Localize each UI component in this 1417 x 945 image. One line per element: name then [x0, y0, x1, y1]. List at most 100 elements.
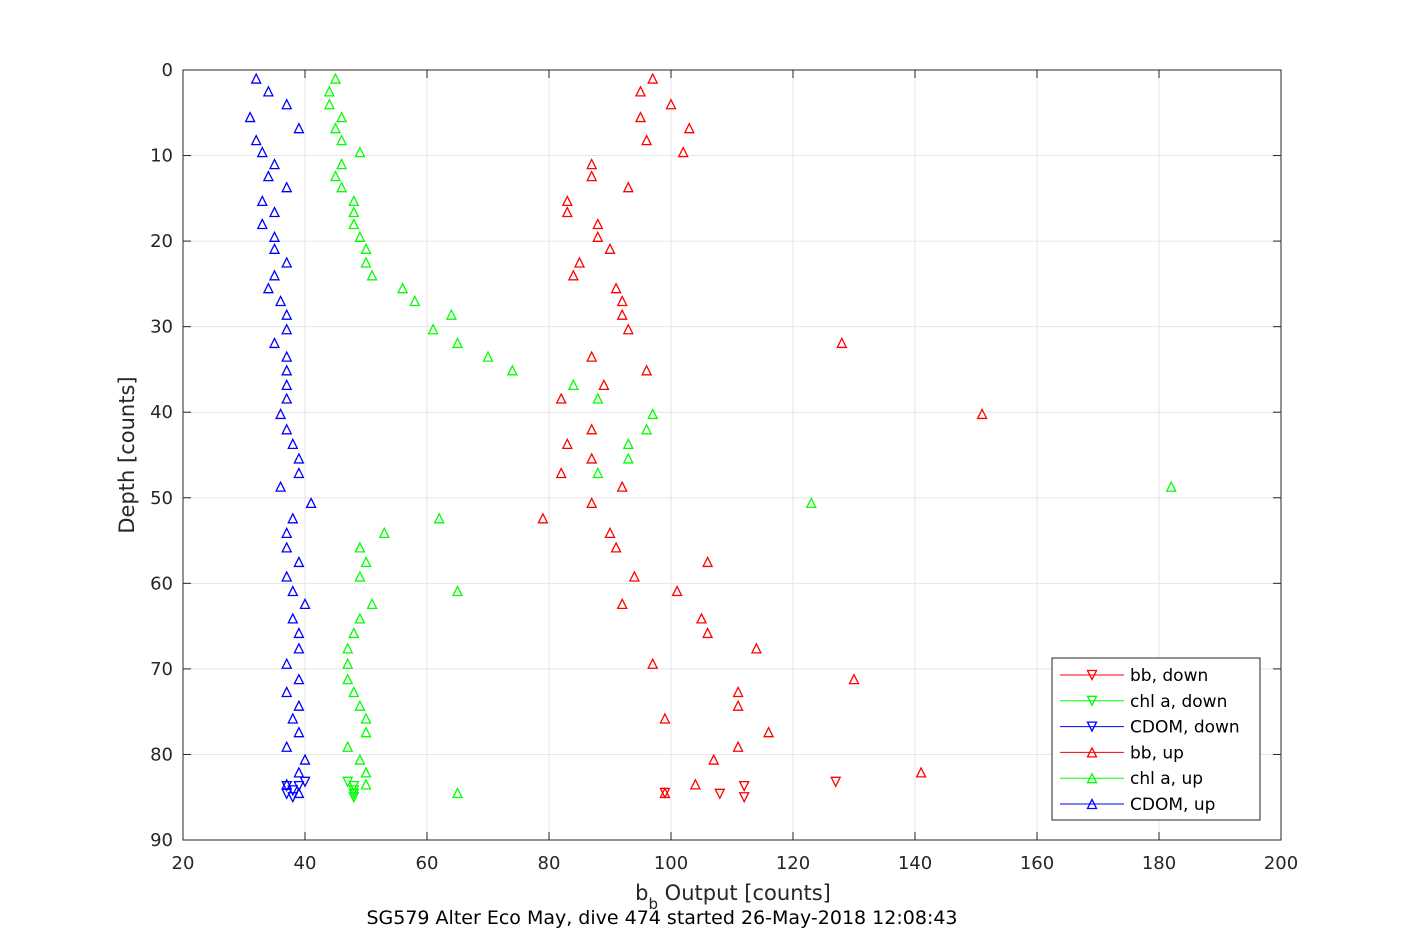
- data-point: [293, 673, 305, 685]
- data-point: [586, 496, 598, 509]
- data-point: [561, 437, 573, 450]
- y-tick-label: 40: [150, 402, 173, 423]
- data-point: [268, 269, 281, 281]
- data-point: [293, 627, 305, 639]
- y-tick-label: 70: [150, 659, 173, 680]
- data-point: [622, 323, 634, 335]
- data-point: [592, 218, 604, 230]
- legend-marker: [1086, 772, 1098, 784]
- data-point: [659, 786, 671, 799]
- x-tick-label: 100: [654, 853, 688, 874]
- data-point: [976, 407, 988, 420]
- data-point: [348, 788, 360, 800]
- legend-label: chl a, down: [1130, 692, 1227, 712]
- data-point: [354, 699, 366, 711]
- data-point: [348, 792, 360, 804]
- data-point: [567, 269, 579, 281]
- data-point: [732, 699, 744, 711]
- data-point: [281, 323, 293, 335]
- data-point: [293, 467, 305, 479]
- data-point: [622, 452, 634, 464]
- y-tick-label: 90: [150, 830, 173, 851]
- data-point: [634, 85, 647, 97]
- data-point: [354, 753, 366, 765]
- legend-marker: [1086, 746, 1098, 758]
- series-2: [342, 776, 360, 804]
- x-tick-label: 120: [776, 853, 810, 874]
- data-point: [281, 181, 293, 193]
- data-point: [250, 72, 262, 84]
- data-point: [323, 98, 335, 110]
- data-point: [537, 512, 549, 524]
- data-point: [293, 726, 305, 738]
- data-point: [702, 627, 714, 639]
- data-point: [604, 242, 616, 254]
- data-point: [287, 585, 299, 597]
- data-point: [293, 766, 305, 778]
- data-point: [451, 585, 464, 597]
- data-point: [287, 512, 299, 524]
- data-point: [354, 541, 366, 553]
- data-point: [451, 336, 464, 349]
- data-point: [342, 642, 354, 654]
- data-point: [287, 712, 299, 724]
- data-point: [427, 323, 439, 335]
- y-tick-label: 30: [150, 317, 173, 338]
- data-point: [281, 657, 293, 669]
- legend-label: CDOM, down: [1130, 718, 1240, 738]
- data-point: [598, 378, 610, 390]
- legend-marker: [1086, 695, 1098, 707]
- y-tick-label: 0: [162, 60, 173, 81]
- data-point: [360, 712, 372, 724]
- data-point: [342, 740, 354, 752]
- data-point: [293, 642, 305, 654]
- data-point: [616, 295, 628, 307]
- data-point: [336, 158, 348, 170]
- data-point: [732, 686, 744, 698]
- data-point: [281, 308, 293, 320]
- data-point: [244, 111, 256, 123]
- data-point: [628, 570, 640, 582]
- data-point: [482, 350, 494, 362]
- data-point: [354, 570, 366, 582]
- data-point: [329, 170, 342, 182]
- y-axis-label: Depth [counts]: [115, 376, 139, 533]
- series-5: [323, 72, 1177, 799]
- data-point: [573, 256, 586, 268]
- data-point: [641, 423, 653, 435]
- data-point: [281, 526, 293, 539]
- data-point: [763, 726, 775, 738]
- data-point: [348, 194, 360, 207]
- data-point: [616, 308, 628, 320]
- data-point: [281, 350, 293, 362]
- legend-label: chl a, up: [1130, 769, 1203, 789]
- data-point: [671, 585, 683, 597]
- data-point: [293, 699, 305, 711]
- data-point: [561, 194, 573, 207]
- legend: bb, down chl a, down CDOM, down bb, up chl a…: [1051, 657, 1261, 821]
- legend-marker: [1086, 669, 1098, 681]
- data-point: [281, 541, 293, 553]
- data-point: [695, 612, 708, 624]
- data-point: [622, 181, 634, 193]
- data-point: [268, 158, 281, 170]
- data-point: [659, 712, 671, 724]
- data-point: [750, 642, 762, 654]
- data-point: [848, 673, 860, 685]
- data-point: [348, 206, 360, 218]
- data-point: [287, 437, 299, 450]
- data-point: [299, 753, 311, 765]
- data-point: [634, 111, 647, 123]
- data-point: [256, 146, 268, 158]
- data-point: [336, 111, 348, 123]
- axes-box: [182, 69, 1282, 841]
- y-tick-label: 20: [150, 231, 173, 252]
- data-point: [281, 778, 293, 790]
- data-point: [586, 452, 598, 464]
- data-point: [287, 612, 299, 624]
- x-axis-label-main: b: [635, 881, 648, 905]
- series-layer: [244, 72, 1177, 804]
- data-point: [409, 295, 421, 307]
- data-point: [714, 788, 726, 800]
